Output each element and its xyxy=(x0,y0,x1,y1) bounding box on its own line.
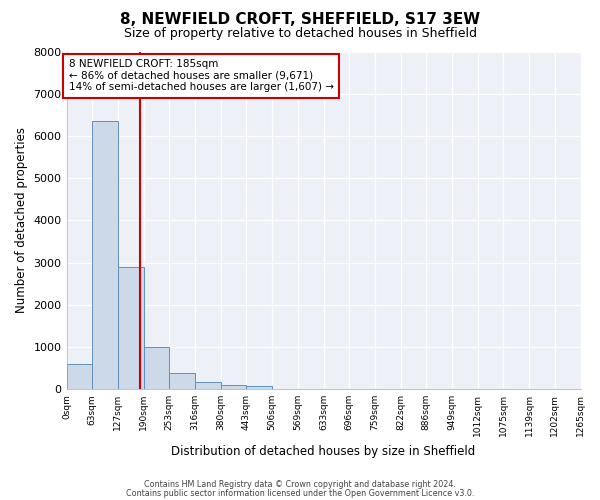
Text: Contains HM Land Registry data © Crown copyright and database right 2024.: Contains HM Land Registry data © Crown c… xyxy=(144,480,456,489)
Bar xyxy=(92,121,118,389)
X-axis label: Distribution of detached houses by size in Sheffield: Distribution of detached houses by size … xyxy=(172,444,476,458)
Text: 8, NEWFIELD CROFT, SHEFFIELD, S17 3EW: 8, NEWFIELD CROFT, SHEFFIELD, S17 3EW xyxy=(120,12,480,28)
Text: Contains public sector information licensed under the Open Government Licence v3: Contains public sector information licen… xyxy=(126,489,474,498)
Bar xyxy=(143,347,169,389)
Bar xyxy=(195,382,221,389)
Bar xyxy=(118,267,143,389)
Bar xyxy=(67,364,92,389)
Text: Size of property relative to detached houses in Sheffield: Size of property relative to detached ho… xyxy=(124,28,476,40)
Bar xyxy=(221,384,247,389)
Bar xyxy=(169,373,195,389)
Y-axis label: Number of detached properties: Number of detached properties xyxy=(15,128,28,314)
Bar xyxy=(247,386,272,389)
Text: 8 NEWFIELD CROFT: 185sqm
← 86% of detached houses are smaller (9,671)
14% of sem: 8 NEWFIELD CROFT: 185sqm ← 86% of detach… xyxy=(68,59,334,92)
